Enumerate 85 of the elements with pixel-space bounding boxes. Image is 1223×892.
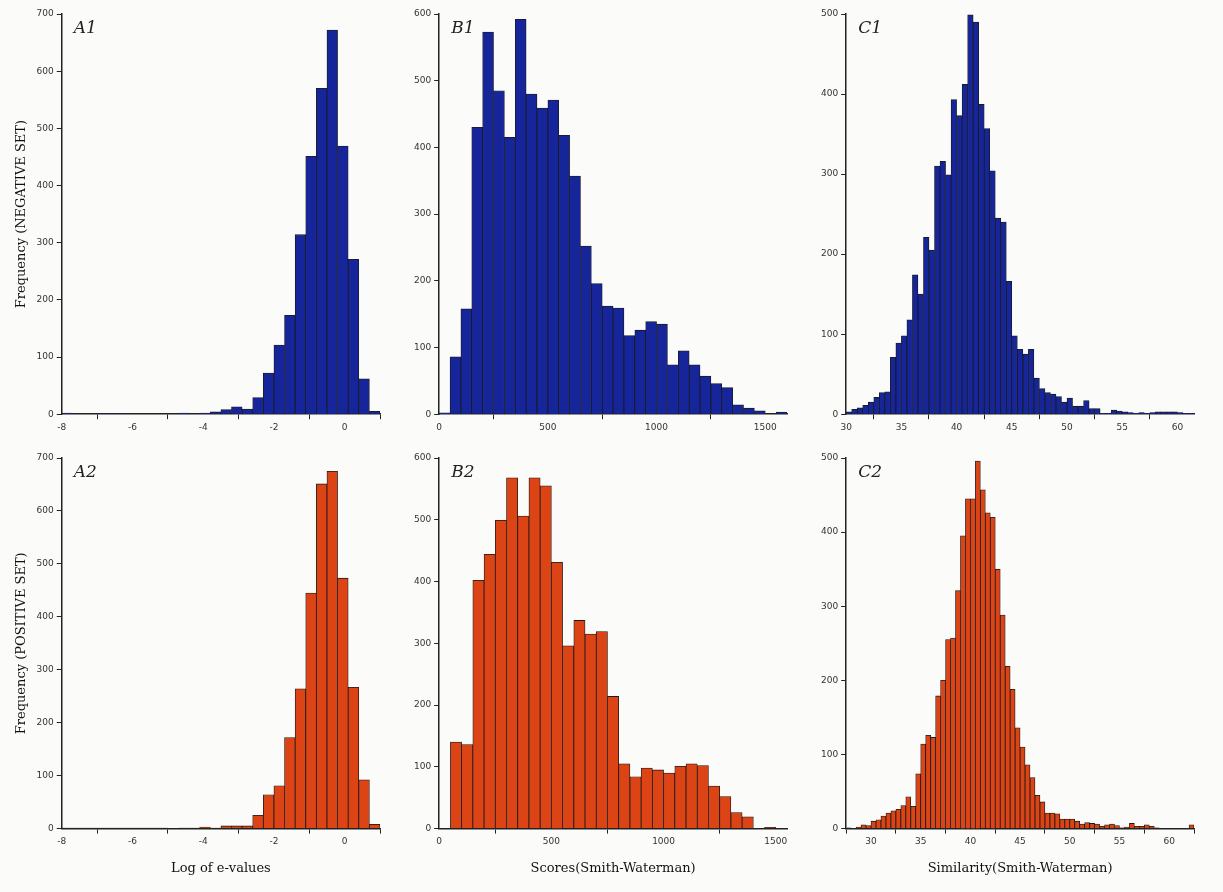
y-tick-label: 100 — [36, 351, 55, 362]
x-tick-label: 45 — [1006, 421, 1018, 432]
y-tick-label: 0 — [48, 822, 55, 833]
y-tick-label: 400 — [820, 88, 839, 99]
x-tick-label: 50 — [1061, 421, 1074, 432]
x-axis-title: Similarity(Smith-Waterman) — [927, 859, 1113, 875]
x-tick-label: -6 — [128, 836, 138, 847]
x-tick-label: -4 — [198, 836, 208, 847]
x-tick-label: 30 — [840, 421, 853, 432]
y-tick-label: 300 — [36, 664, 55, 675]
x-tick-label: -2 — [269, 421, 279, 432]
x-axis-title: Scores(Smith-Waterman) — [530, 859, 696, 875]
x-tick-label: 40 — [964, 836, 977, 847]
chart-title: B2 — [450, 460, 475, 481]
x-tick-label: 0 — [341, 421, 348, 432]
y-tick-label: 500 — [820, 452, 839, 463]
y-tick-label: 300 — [36, 237, 55, 248]
y-tick-label: 200 — [36, 717, 55, 728]
x-tick-label: 0 — [341, 836, 348, 847]
x-tick-label: 40 — [950, 421, 963, 432]
chart-title: A1 — [71, 16, 97, 37]
y-tick-label: 400 — [413, 575, 432, 586]
y-tick-label: 200 — [820, 674, 839, 685]
x-tick-label: 45 — [1014, 836, 1026, 847]
x-tick-label: 1000 — [645, 421, 669, 432]
chart-title: A2 — [71, 460, 97, 481]
y-tick-label: 300 — [413, 208, 432, 219]
y-tick-label: 100 — [413, 761, 432, 772]
y-tick-label: 200 — [820, 248, 839, 259]
x-tick-label: 0 — [436, 836, 443, 847]
y-tick-label: 400 — [36, 611, 55, 622]
x-tick-label: -8 — [57, 836, 67, 847]
x-tick-label: 35 — [895, 421, 908, 432]
y-tick-label: 200 — [413, 699, 432, 710]
y-axis-title: Frequency (NEGATIVE SET) — [13, 119, 29, 309]
y-tick-label: 200 — [413, 275, 432, 286]
x-tick-label: 30 — [865, 836, 878, 847]
y-tick-label: 500 — [820, 8, 839, 19]
y-tick-label: 600 — [413, 452, 432, 463]
y-axis-title: Frequency (POSITIVE SET) — [13, 552, 29, 735]
y-tick-label: 700 — [36, 452, 55, 463]
y-tick-label: 0 — [425, 822, 432, 833]
y-tick-label: 700 — [36, 8, 55, 19]
x-tick-label: 500 — [539, 421, 557, 432]
y-tick-label: 100 — [413, 341, 432, 352]
y-tick-label: 0 — [48, 408, 55, 419]
y-tick-label: 0 — [425, 408, 432, 419]
x-tick-label: -2 — [269, 836, 279, 847]
x-tick-label: 50 — [1064, 836, 1076, 847]
x-tick-label: 60 — [1163, 836, 1176, 847]
x-tick-label: -6 — [128, 421, 138, 432]
y-tick-label: 400 — [36, 179, 55, 190]
y-tick-label: 600 — [413, 8, 432, 19]
y-tick-label: 500 — [413, 514, 432, 525]
x-tick-label: 55 — [1116, 421, 1128, 432]
y-tick-label: 100 — [820, 328, 839, 339]
chart-title: C1 — [858, 16, 883, 37]
y-tick-label: 100 — [36, 770, 55, 780]
x-axis-title: Log of e-values — [171, 859, 271, 875]
x-tick-label: 55 — [1113, 836, 1126, 847]
y-tick-label: 200 — [36, 294, 55, 305]
y-tick-label: 500 — [36, 122, 55, 133]
y-tick-label: 500 — [413, 75, 432, 86]
y-tick-label: 400 — [413, 141, 432, 152]
x-tick-label: 500 — [542, 836, 561, 847]
x-tick-label: -4 — [198, 421, 208, 432]
y-tick-label: 500 — [36, 558, 55, 569]
chart-title: C2 — [858, 460, 883, 481]
y-tick-label: 400 — [820, 526, 839, 537]
x-tick-label: 1000 — [652, 836, 676, 847]
y-tick-label: 600 — [36, 65, 55, 76]
x-tick-label: 0 — [436, 421, 443, 432]
y-tick-label: 100 — [820, 748, 839, 759]
x-tick-label: 1500 — [764, 836, 788, 847]
x-tick-label: -8 — [57, 421, 67, 432]
y-tick-label: 0 — [832, 822, 839, 833]
y-tick-label: 300 — [820, 600, 839, 611]
y-tick-label: 600 — [36, 505, 55, 516]
chart-title: B1 — [450, 16, 475, 37]
y-tick-label: 300 — [820, 168, 839, 179]
x-tick-label: 1500 — [753, 421, 777, 432]
x-tick-label: 60 — [1171, 421, 1184, 432]
y-tick-label: 0 — [832, 408, 839, 419]
y-tick-label: 300 — [413, 637, 432, 648]
x-tick-label: 35 — [914, 836, 927, 847]
